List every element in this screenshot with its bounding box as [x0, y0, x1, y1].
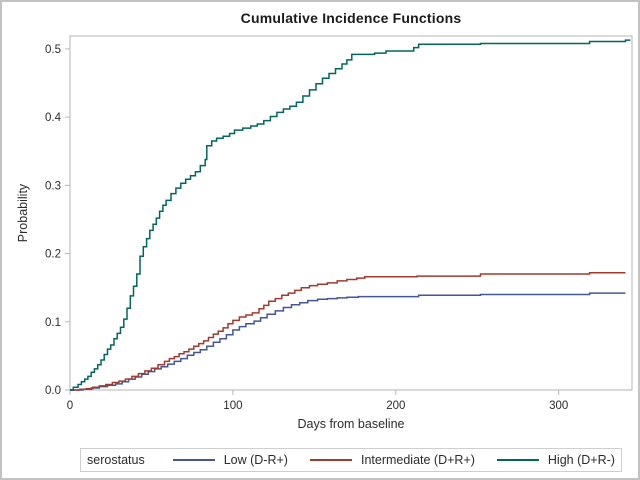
- chart-title: Cumulative Incidence Functions: [240, 10, 462, 26]
- x-tick-label: 0: [67, 400, 73, 412]
- y-tick-label: 0.0: [45, 385, 61, 397]
- legend-item-intermediate: Intermediate (D+R+): [309, 453, 475, 467]
- legend-item-high: High (D+R-): [496, 453, 615, 467]
- x-axis-label: Days from baseline: [297, 417, 405, 431]
- x-tick-label: 300: [549, 400, 568, 412]
- y-tick-label: 0.4: [45, 112, 62, 124]
- legend-item-low: Low (D-R+): [172, 453, 288, 467]
- intermediate-line-swatch-icon: [309, 459, 352, 461]
- series-low-d-r-curve: [70, 292, 626, 391]
- y-tick-label: 0.3: [45, 180, 61, 192]
- plot-frame: [69, 35, 633, 391]
- series-high-d-r-curve: [70, 39, 631, 391]
- legend-title: serostatus: [87, 453, 145, 467]
- legend-item-label: Low (D-R+): [223, 453, 288, 467]
- x-tick-label: 100: [223, 400, 242, 412]
- plot-area: 0.0 0.1 0.2 0.3 0.4 0.5 0 100 200 300: [45, 35, 633, 412]
- series-intermediate-d-r-curve: [70, 271, 626, 391]
- low-line-swatch-icon: [172, 459, 215, 461]
- y-tick-label: 0.2: [45, 249, 61, 261]
- legend: serostatus Low (D-R+) Intermediate (D+R+…: [80, 448, 622, 472]
- y-tick-label: 0.1: [45, 317, 61, 329]
- x-tick-label: 200: [386, 400, 405, 412]
- legend-item-label: High (D+R-): [547, 453, 615, 467]
- legend-item-label: Intermediate (D+R+): [360, 453, 475, 467]
- y-tick-label: 0.5: [45, 44, 61, 56]
- y-axis-label: Probability: [16, 183, 30, 243]
- high-line-swatch-icon: [496, 459, 539, 461]
